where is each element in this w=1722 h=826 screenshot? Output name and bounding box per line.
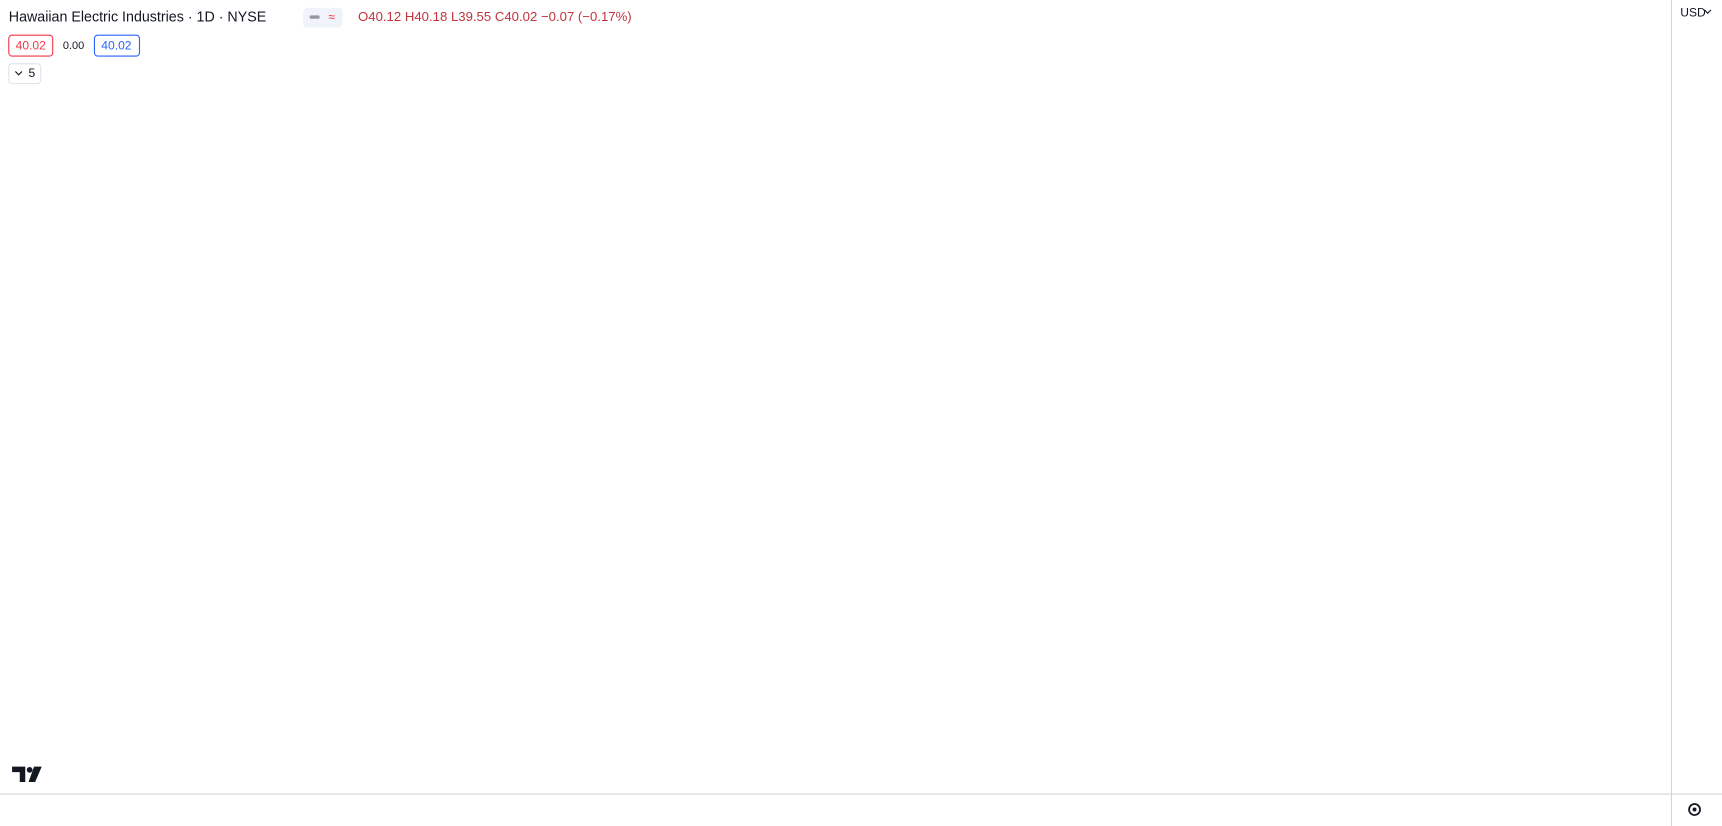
settings-icon[interactable] [1688,803,1701,816]
tradingview-logo [12,766,42,783]
toggle-buttons[interactable] [303,7,343,28]
indicator-toggle[interactable] [8,63,42,85]
chart-title: Hawaiian Electric Industries · 1D · NYSE [9,9,266,25]
chevron-icon [14,71,23,76]
currency: USD [1680,5,1706,19]
buy-button[interactable] [93,34,141,57]
sell-button[interactable] [8,34,54,57]
ask-price: 40.02 [101,38,131,52]
indicator-length: 5 [29,66,36,80]
currency-chevron [1704,9,1712,14]
bid-price: 40.02 [16,38,46,52]
hide-icon [309,15,320,19]
spread: 0.00 [63,40,84,52]
compare-icon: ≈ [328,10,335,24]
ohlc-legend: O40.12 H40.18 L39.55 C40.02 −0.07 (−0.17… [358,9,632,24]
